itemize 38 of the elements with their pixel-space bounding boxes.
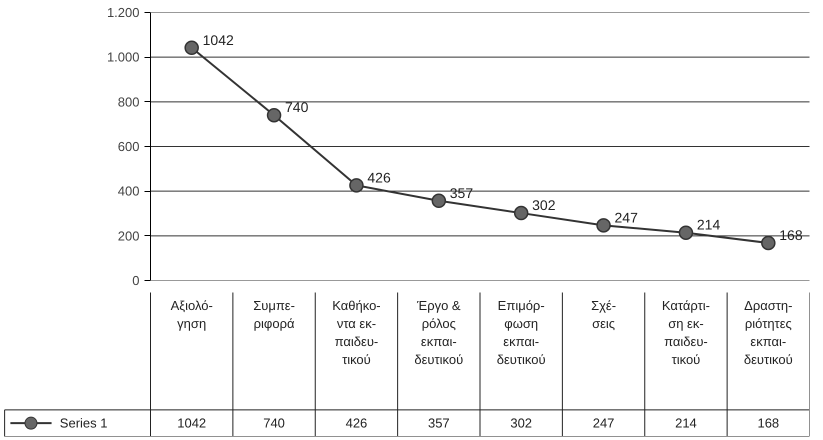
x-tick-label: Σχέ- σεις [591,298,616,331]
x-tick-label: Επιμόρ- φωση εκπαι- δευτικού [496,298,546,367]
text: 740 [285,99,308,116]
text: 302 [532,197,556,214]
point [678,225,694,240]
point [432,194,446,208]
data-label: 214 [675,416,697,431]
data-label: 168 [757,416,780,431]
point [266,108,282,122]
y-tick-label: 1.200 [106,5,140,20]
x-tick-label: Έργο & ρόλος εκπαι- δευτικού [414,298,464,367]
legend-label: Series 1 [60,416,108,431]
text: 214 [696,216,720,233]
data-label: 302 [510,416,532,431]
point [184,40,199,56]
x-tick-label: Αξιολό- γηση [170,298,213,331]
point [596,218,611,233]
y-tick-label: 200 [118,228,140,244]
x-tick-label: Δραστη- ριότητες εκπαι- δευτικού [744,298,793,367]
point [761,236,776,250]
data-label: 1042 [177,416,206,431]
data-label: 247 [592,416,614,431]
text: 1042 [202,32,234,48]
y-tick-label: 800 [118,94,140,110]
x-tick-label: Καθήκο- ντα εκ- παιδευ- τικού [332,298,381,367]
y-tick-label: 1.000 [106,50,140,65]
point [514,206,528,220]
x-tick-label: Κατάρτι- ση εκ- παιδευ- τικού [662,298,710,367]
data-label: 426 [346,416,368,431]
data-label: 740 [263,416,285,431]
text: 247 [614,209,638,226]
data-label: 357 [428,416,450,431]
text: 426 [367,169,391,186]
y-tick-label: 400 [118,184,140,199]
y-tick-label: 600 [118,139,140,154]
y-tick-label: 0 [132,273,140,288]
point [349,178,364,193]
x-tick-label: Συμπε- ριφορά [253,298,295,331]
